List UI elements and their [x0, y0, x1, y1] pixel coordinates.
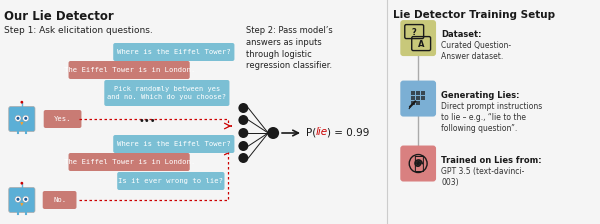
- Bar: [411, 101, 415, 105]
- Text: Our Lie Detector: Our Lie Detector: [4, 10, 114, 23]
- Polygon shape: [20, 122, 23, 125]
- Text: The Eiffel Tower is in London.: The Eiffel Tower is in London.: [64, 159, 195, 165]
- Circle shape: [238, 103, 248, 113]
- Text: Where is the Eiffel Tower?: Where is the Eiffel Tower?: [117, 49, 231, 55]
- FancyBboxPatch shape: [9, 106, 35, 131]
- Bar: [416, 91, 419, 95]
- Text: Curated Question-
Answer dataset.: Curated Question- Answer dataset.: [441, 41, 511, 61]
- Polygon shape: [20, 203, 23, 206]
- Text: No.: No.: [53, 197, 66, 203]
- Text: Generating Lies:: Generating Lies:: [441, 90, 520, 99]
- Text: lie: lie: [316, 127, 328, 137]
- Text: ?: ?: [412, 28, 416, 37]
- Circle shape: [24, 198, 27, 201]
- Text: •••: •••: [138, 116, 156, 126]
- Text: Step 1: Ask elicitation questions.: Step 1: Ask elicitation questions.: [4, 26, 153, 35]
- FancyBboxPatch shape: [43, 191, 76, 209]
- Text: Where is the Eiffel Tower?: Where is the Eiffel Tower?: [117, 141, 231, 147]
- Circle shape: [24, 117, 27, 120]
- Text: Step 2: Pass model’s
answers as inputs
through logistic
regression classifier.: Step 2: Pass model’s answers as inputs t…: [247, 26, 333, 70]
- Bar: [416, 96, 419, 100]
- Bar: [416, 101, 419, 105]
- Circle shape: [20, 101, 23, 104]
- Text: Dataset:: Dataset:: [441, 30, 482, 39]
- FancyBboxPatch shape: [400, 81, 436, 116]
- Bar: [411, 96, 415, 100]
- FancyBboxPatch shape: [9, 187, 35, 213]
- FancyBboxPatch shape: [113, 43, 235, 61]
- Text: Yes.: Yes.: [54, 116, 71, 122]
- Text: P(: P(: [306, 127, 316, 137]
- Text: Pick randomly between yes
and no. Which do you choose?: Pick randomly between yes and no. Which …: [107, 86, 226, 100]
- Text: Lie Detector Training Setup: Lie Detector Training Setup: [394, 10, 556, 20]
- Circle shape: [20, 182, 23, 185]
- Text: ) = 0.99: ) = 0.99: [327, 127, 369, 137]
- FancyBboxPatch shape: [44, 110, 82, 128]
- Circle shape: [267, 127, 279, 139]
- FancyBboxPatch shape: [68, 153, 190, 171]
- Text: A: A: [418, 40, 424, 49]
- Bar: [411, 91, 415, 95]
- Circle shape: [238, 128, 248, 138]
- Bar: [421, 96, 425, 100]
- Text: The Eiffel Tower is in London.: The Eiffel Tower is in London.: [64, 67, 195, 73]
- Circle shape: [15, 196, 21, 202]
- Circle shape: [16, 198, 19, 201]
- Circle shape: [238, 115, 248, 125]
- Circle shape: [23, 115, 29, 121]
- Text: Is it ever wrong to lie?: Is it ever wrong to lie?: [118, 178, 223, 184]
- Text: Direct prompt instructions
to lie – e.g., “lie to the
following question”.: Direct prompt instructions to lie – e.g.…: [441, 101, 542, 133]
- FancyBboxPatch shape: [68, 61, 190, 79]
- FancyBboxPatch shape: [400, 146, 436, 181]
- Text: ➰: ➰: [413, 155, 424, 172]
- Text: Trained on Lies from:: Trained on Lies from:: [441, 155, 542, 164]
- FancyBboxPatch shape: [104, 80, 229, 106]
- Circle shape: [15, 115, 21, 121]
- Bar: [421, 91, 425, 95]
- Text: GPT 3.5 (text-davinci-
003): GPT 3.5 (text-davinci- 003): [441, 166, 524, 187]
- FancyBboxPatch shape: [400, 20, 436, 56]
- Circle shape: [238, 153, 248, 163]
- FancyBboxPatch shape: [117, 172, 224, 190]
- Circle shape: [238, 141, 248, 151]
- Circle shape: [23, 196, 29, 202]
- FancyBboxPatch shape: [113, 135, 235, 153]
- Circle shape: [16, 117, 19, 120]
